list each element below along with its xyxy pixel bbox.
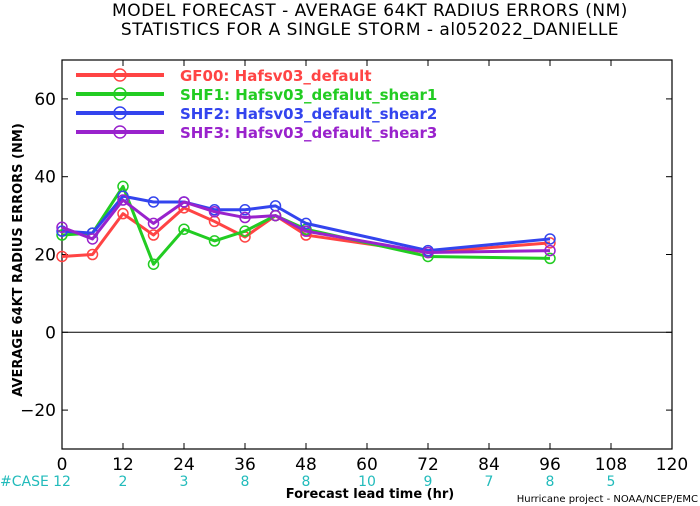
data-point (422, 246, 434, 259)
data-point (56, 229, 68, 241)
legend-label: SHF1: Hafsv03_defalut_shear1 (180, 86, 437, 104)
chart-title: MODEL FORECAST - AVERAGE 64KT RADIUS ERR… (112, 1, 628, 21)
series-2 (56, 190, 556, 257)
legend-entry: SHF1: Hafsv03_defalut_shear1 (76, 86, 437, 104)
legend-label: SHF2: Hafsv03_default_shear2 (180, 105, 437, 123)
case-count: 8 (241, 474, 250, 490)
legend-entry: SHF2: Hafsv03_default_shear2 (76, 105, 437, 123)
data-point (208, 235, 221, 247)
series-3 (56, 194, 556, 259)
legend-marker (113, 125, 127, 139)
legend-marker (113, 87, 127, 101)
x-tick-label: 108 (595, 455, 627, 475)
legend-marker (113, 106, 127, 120)
series-group (56, 180, 556, 270)
data-point (147, 229, 160, 241)
y-axis-label: AVERAGE 64KT RADIUS ERRORS (NM) (11, 123, 26, 397)
credit-text: Hurricane project - NOAA/NCEP/EMC (517, 494, 698, 505)
data-point (178, 223, 190, 235)
data-point (178, 196, 190, 208)
chart-subtitle: STATISTICS FOR A SINGLE STORM - al052022… (121, 20, 619, 40)
y-tick-label: −20 (20, 401, 56, 421)
legend-label: SHF3: Hafsv03_default_shear3 (180, 124, 437, 142)
x-tick-label: 36 (234, 455, 256, 475)
case-count: 8 (546, 474, 555, 490)
data-point (147, 258, 160, 270)
data-point (544, 244, 556, 257)
data-point (269, 209, 282, 222)
y-tick-label: 40 (34, 168, 56, 188)
data-point (56, 250, 68, 263)
legend-marker (113, 68, 127, 82)
x-tick-label: 48 (295, 455, 317, 475)
x-tick-label: 24 (173, 455, 195, 475)
x-axis-label: Forecast lead time (hr) (286, 487, 454, 502)
data-point (56, 221, 68, 234)
data-point (544, 237, 556, 249)
data-point (208, 205, 221, 218)
x-tick-label: 0 (57, 455, 68, 475)
x-tick-label: 84 (478, 455, 500, 475)
data-point (300, 225, 312, 237)
data-point (239, 204, 251, 216)
y-tick-label: 0 (45, 323, 56, 343)
data-point (147, 217, 160, 230)
legend-entry: SHF3: Hafsv03_default_shear3 (76, 124, 437, 142)
x-tick-label: 120 (656, 455, 688, 475)
y-tick-label: 60 (34, 90, 56, 110)
x-tick-label: 60 (356, 455, 378, 475)
data-point (86, 248, 99, 261)
case-count: 2 (119, 474, 128, 490)
case-count: 12 (53, 474, 71, 490)
data-point (147, 196, 160, 208)
legend-label: GF00: Hafsv03_default (180, 67, 371, 85)
series-1 (56, 180, 556, 270)
data-point (239, 225, 251, 237)
data-point (117, 194, 129, 206)
y-tick-label: 20 (34, 246, 56, 266)
data-point (300, 217, 312, 230)
data-point (86, 233, 99, 245)
case-counts: #CASE 12 2 3 8 8 10 9 7 8 5 (0, 474, 615, 490)
case-count: 5 (607, 474, 616, 490)
axes: −20 0 20 40 60 0 12 24 36 48 60 72 84 96 108 120 (20, 59, 688, 475)
data-point (544, 233, 556, 245)
x-tick-label: 96 (539, 455, 561, 475)
data-point (56, 225, 68, 237)
series-line (61, 206, 551, 258)
series-line (61, 198, 551, 255)
data-point (117, 207, 129, 220)
data-point (239, 211, 251, 224)
case-label: #CASE (0, 474, 49, 490)
case-count: 8 (302, 474, 311, 490)
x-tick-label: 72 (417, 455, 439, 475)
legend-entry: GF00: Hafsv03_default (76, 67, 371, 85)
data-point (544, 252, 556, 265)
case-count: 9 (424, 474, 433, 490)
case-count: 10 (358, 474, 376, 490)
x-tick-label: 12 (112, 455, 134, 475)
case-count: 7 (485, 474, 494, 490)
case-count: 3 (180, 474, 189, 490)
series-line (61, 194, 551, 253)
